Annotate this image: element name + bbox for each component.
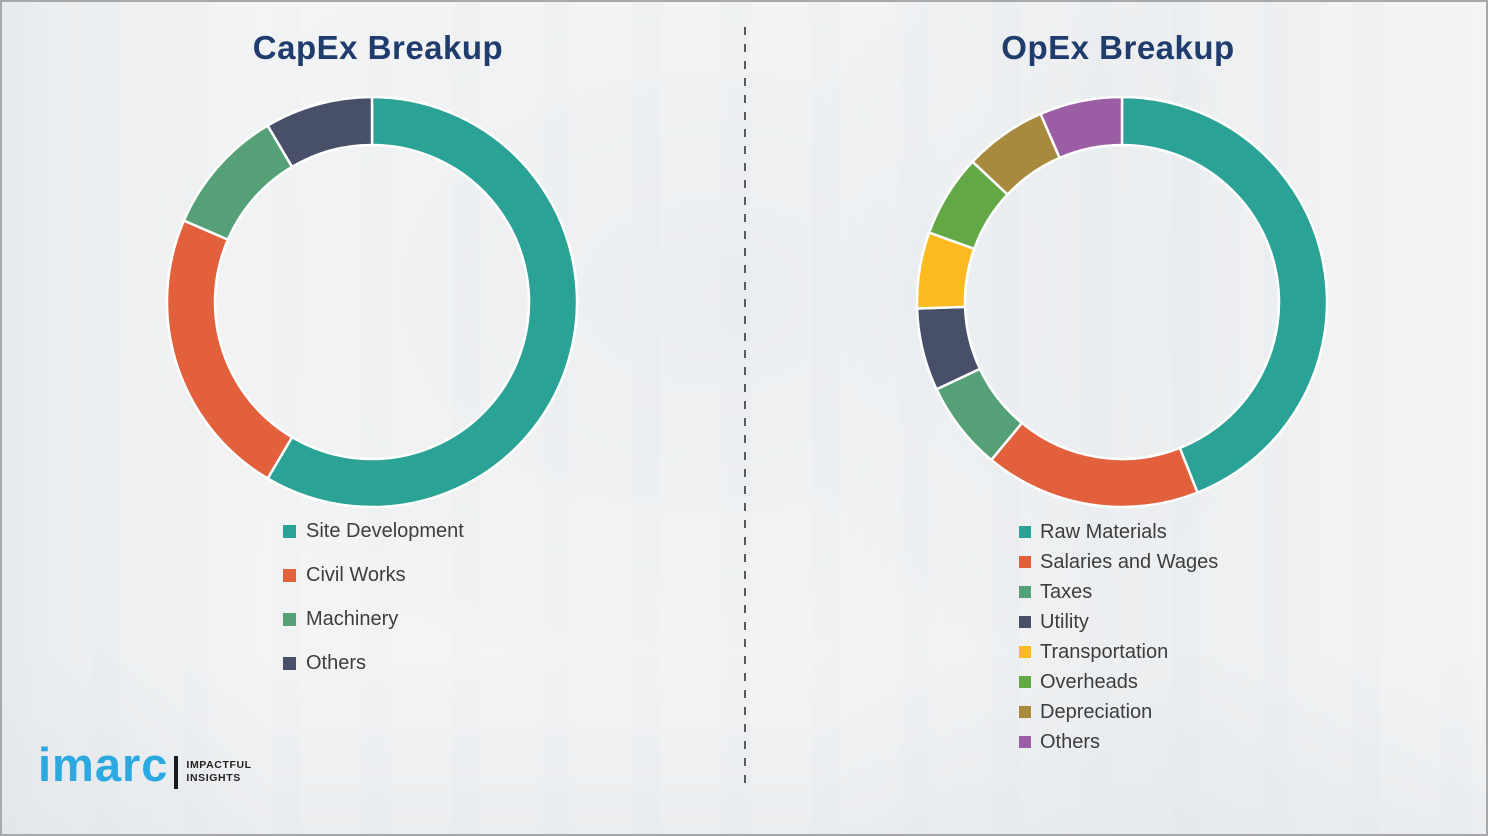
capex-title: CapEx Breakup: [252, 29, 504, 66]
legend-swatch: [1019, 556, 1031, 568]
legend-swatch: [1019, 706, 1031, 718]
legend-swatch: [1019, 646, 1031, 658]
legend-label: Others: [1040, 730, 1101, 753]
legend-label: Overheads: [1040, 670, 1138, 693]
legend-label: Transportation: [1040, 640, 1169, 663]
logo-tagline: IMPACTFUL INSIGHTS: [186, 759, 251, 785]
legend-swatch: [1019, 586, 1031, 598]
donut-segment-site-development: [266, 95, 579, 509]
logo-tagline-line2: INSIGHTS: [186, 772, 241, 784]
legend-swatch: [283, 656, 296, 670]
legend-swatch: [283, 568, 296, 582]
donut-segment-civil-works: [165, 219, 294, 480]
donut-segment-others: [1039, 95, 1124, 160]
legend-label: Depreciation: [1040, 700, 1153, 723]
imarc-logo-text: imarc: [38, 738, 169, 791]
legend-item: Utility: [1019, 607, 1218, 637]
logo-divider-bar: [174, 756, 179, 789]
legend-item: Transportation: [1019, 637, 1218, 667]
legend-item: Depreciation: [1019, 697, 1218, 727]
legend-item: Site Development: [283, 509, 464, 553]
legend-label: Machinery: [306, 607, 399, 630]
legend-swatch: [283, 612, 296, 626]
legend-label: Salaries and Wages: [1040, 550, 1219, 573]
logo-tagline-line1: IMPACTFUL: [186, 759, 252, 771]
legend-item: Raw Materials: [1019, 517, 1218, 547]
opex-title: OpEx Breakup: [1001, 29, 1235, 66]
opex-legend: Raw Materials Salaries and Wages Taxes Util…: [1019, 517, 1218, 757]
legend-label: Others: [306, 651, 367, 674]
donut-segment-salaries-and-wages: [990, 421, 1199, 509]
legend-swatch: [283, 524, 296, 538]
legend-item: Machinery: [283, 597, 464, 641]
donut-segment-machinery: [182, 124, 294, 241]
legend-item: Taxes: [1019, 577, 1218, 607]
imarc-logo: imarc IMPACTFUL INSIGHTS: [38, 739, 252, 791]
capex-donut-chart: [165, 95, 579, 509]
legend-item: Salaries and Wages: [1019, 547, 1218, 577]
legend-swatch: [1019, 526, 1031, 538]
dashed-divider: [744, 27, 746, 792]
donut-segment-others: [266, 95, 374, 169]
legend-swatch: [1019, 676, 1031, 688]
legend-label: Taxes: [1040, 580, 1093, 603]
legend-item: Others: [1019, 727, 1218, 757]
legend-label: Site Development: [306, 519, 464, 542]
legend-label: Civil Works: [306, 563, 406, 586]
capex-legend: Site Development Civil Works Machinery Othe…: [283, 509, 464, 685]
donut-segment-raw-materials: [1120, 95, 1329, 494]
legend-label: Utility: [1040, 610, 1089, 633]
legend-item: Others: [283, 641, 464, 685]
legend-item: Civil Works: [283, 553, 464, 597]
legend-swatch: [1019, 616, 1031, 628]
legend-label: Raw Materials: [1040, 520, 1167, 543]
opex-donut-chart: [915, 95, 1329, 509]
legend-item: Overheads: [1019, 667, 1218, 697]
legend-swatch: [1019, 736, 1031, 748]
